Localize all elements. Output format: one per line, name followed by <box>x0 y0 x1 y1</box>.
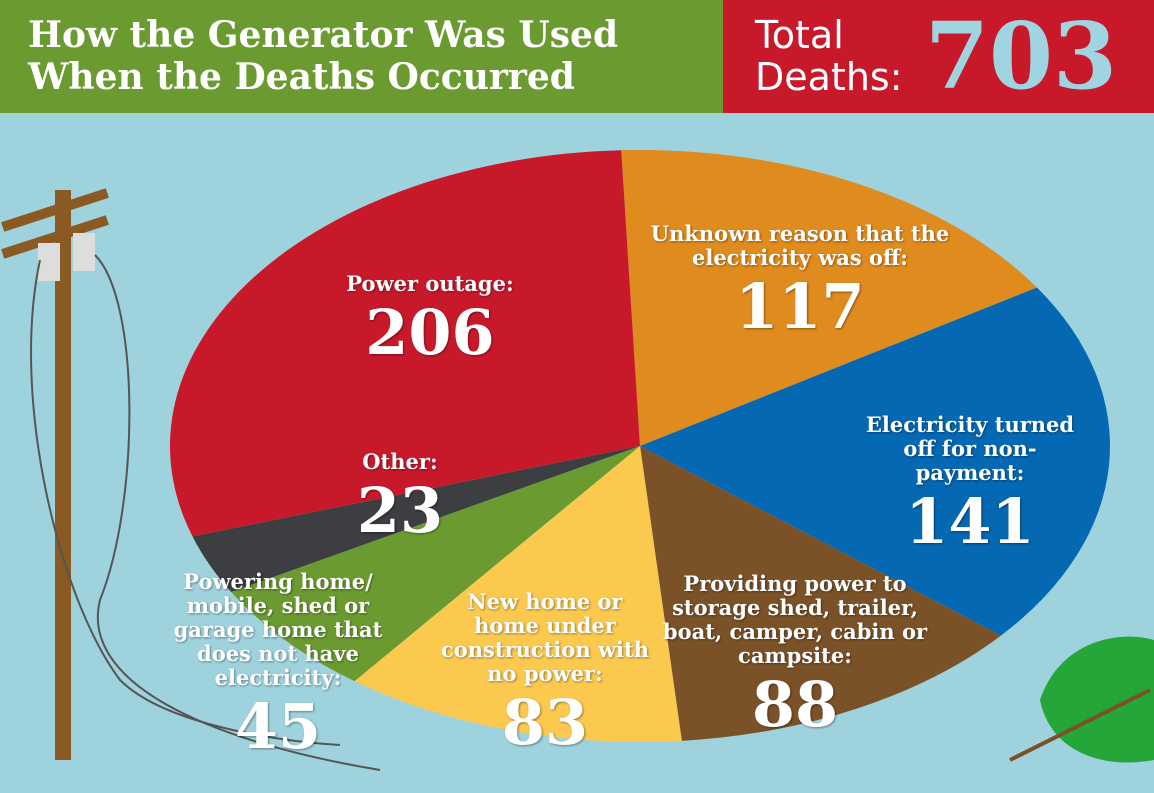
slice-value: 117 <box>735 270 865 343</box>
slice-value: 83 <box>501 686 589 759</box>
slice-value: 45 <box>234 690 322 763</box>
slice-label: New home or home under construction with… <box>441 589 649 686</box>
slice-value: 206 <box>365 296 495 369</box>
slice-label: Electricity turned off for non-payment: <box>865 412 1075 485</box>
header-band <box>0 0 723 113</box>
slice-value: 141 <box>905 485 1035 558</box>
pie-slice <box>231 446 640 682</box>
total-band <box>723 0 1154 113</box>
slice-label: Providing power to storage shed, trailer… <box>662 571 928 668</box>
slice-value: 23 <box>356 474 444 547</box>
pie-slice <box>169 150 640 537</box>
slice-label-group: Providing power to storage shed, trailer… <box>660 572 930 742</box>
slice-label: Powering home/ mobile, shed or garage ho… <box>173 569 383 690</box>
pie-slice <box>354 446 682 742</box>
slice-label-group: Other: 23 <box>330 450 470 548</box>
total-label: Total Deaths: <box>755 13 903 99</box>
pie-slice <box>640 446 1001 741</box>
pie-slice <box>621 150 1037 446</box>
slice-label: Other: <box>362 449 438 474</box>
slice-label-group: Unknown reason that the electricity was … <box>650 222 950 344</box>
pie-slice <box>192 446 640 593</box>
slice-label-group: Electricity turned off for non-payment: 1… <box>850 413 1090 559</box>
slice-label-group: New home or home under construction with… <box>440 590 650 760</box>
slice-label: Power outage: <box>346 271 514 296</box>
leaf <box>1009 636 1154 763</box>
utility-pole <box>1 188 381 771</box>
slice-label-group: Powering home/ mobile, shed or garage ho… <box>148 570 408 764</box>
slice-label: Unknown reason that the electricity was … <box>650 221 950 270</box>
pie-slice <box>640 287 1111 636</box>
title: How the Generator Was Used When the Deat… <box>28 14 619 98</box>
slice-value: 88 <box>751 668 839 741</box>
slice-label-group: Power outage: 206 <box>310 272 550 370</box>
pie <box>169 150 1111 742</box>
total-value: 703 <box>925 2 1118 110</box>
